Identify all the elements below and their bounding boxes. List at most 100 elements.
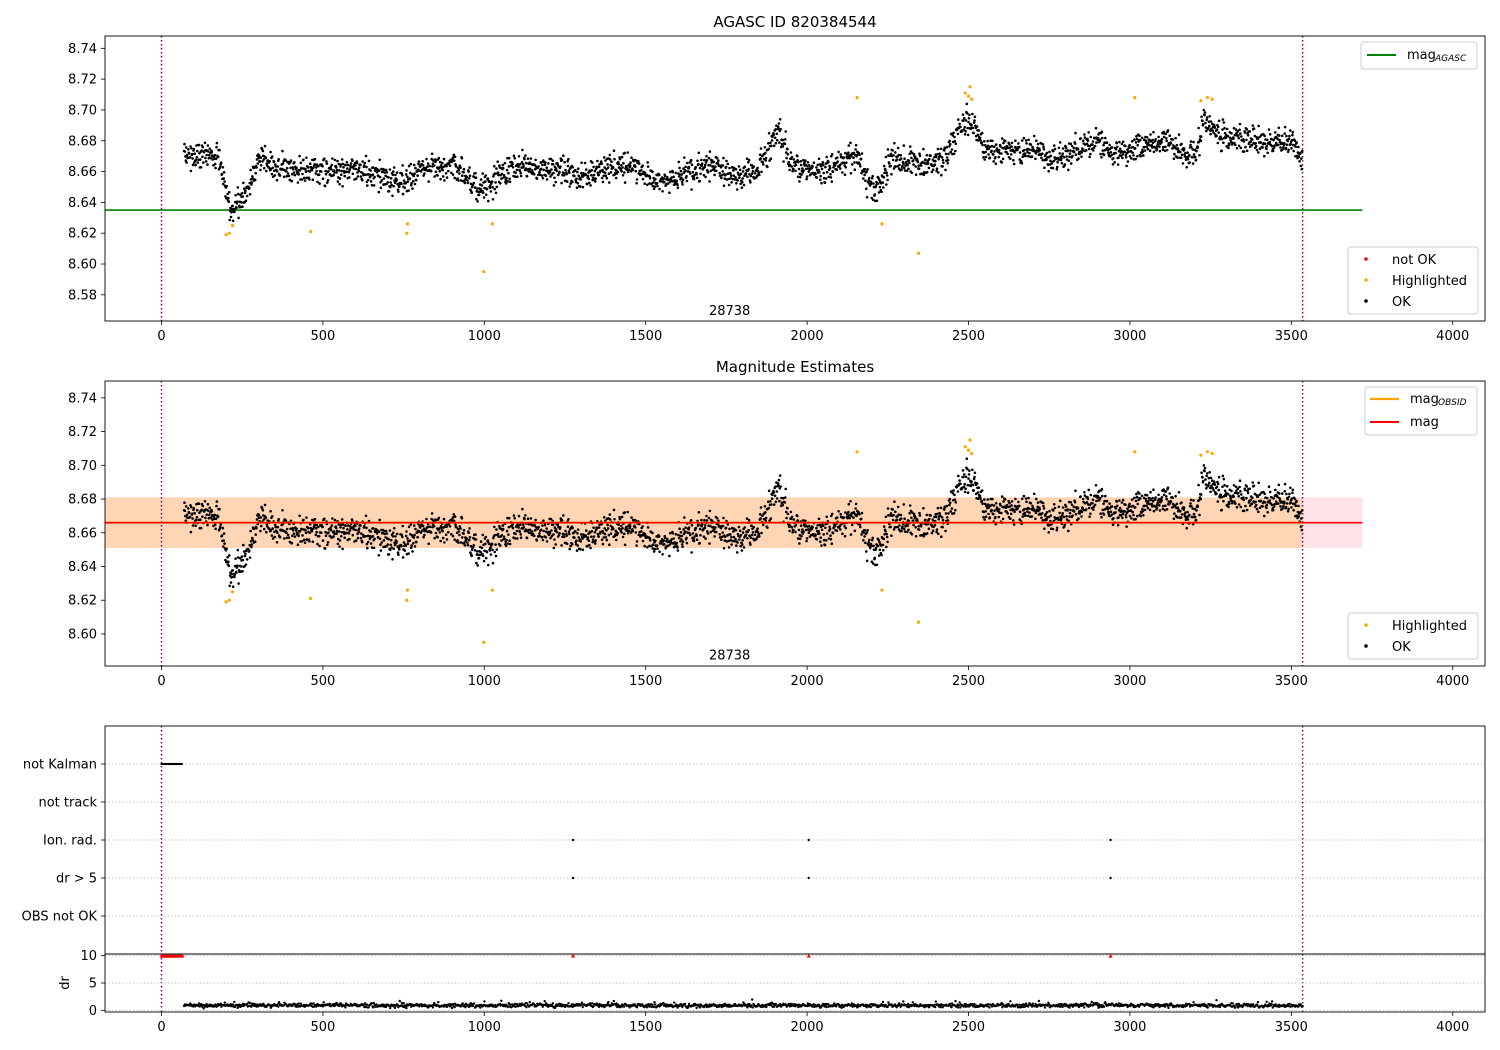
ok-point xyxy=(241,205,244,208)
ok-point xyxy=(897,153,900,157)
ok-point xyxy=(481,554,485,558)
ok-point xyxy=(1237,144,1241,148)
ok-point xyxy=(635,544,638,547)
ok-point xyxy=(704,161,708,164)
ok-point xyxy=(351,533,355,537)
ok-point xyxy=(1259,141,1263,144)
ok-point xyxy=(709,164,712,167)
ok-point xyxy=(1227,146,1230,150)
ok-point xyxy=(666,537,669,541)
ok-point xyxy=(378,537,382,541)
ok-point xyxy=(494,543,497,546)
ok-point xyxy=(960,487,964,490)
ok-point xyxy=(438,527,441,530)
y-tick-label: 8.68 xyxy=(68,134,97,149)
ok-point xyxy=(406,175,409,178)
ok-point xyxy=(529,517,533,520)
highlighted-point xyxy=(1133,96,1137,100)
ok-point xyxy=(194,158,198,162)
ok-point xyxy=(818,171,821,174)
ok-point xyxy=(1110,513,1113,516)
ok-point xyxy=(767,142,770,145)
ok-point xyxy=(1199,139,1203,142)
ok-point xyxy=(454,523,457,527)
ok-point xyxy=(233,573,237,576)
ok-point xyxy=(634,519,638,523)
ok-point xyxy=(1127,150,1130,154)
ok-point xyxy=(1104,136,1107,140)
highlighted-point xyxy=(970,97,974,101)
ok-point xyxy=(1238,122,1242,126)
ok-point xyxy=(214,166,217,170)
ok-point xyxy=(698,179,701,183)
ok-point xyxy=(1014,139,1017,142)
ok-point xyxy=(1219,135,1223,139)
ok-point xyxy=(304,531,308,535)
ok-point xyxy=(822,533,825,536)
ok-point xyxy=(233,575,236,579)
ok-point xyxy=(592,535,596,538)
ok-point xyxy=(248,556,252,559)
ok-point xyxy=(1089,512,1092,515)
ok-point xyxy=(195,156,199,159)
ok-point xyxy=(905,169,909,172)
ok-point xyxy=(967,473,971,476)
ok-point xyxy=(877,554,881,557)
ok-point xyxy=(729,177,733,180)
ok-point xyxy=(398,548,401,551)
ok-point xyxy=(580,161,583,164)
ok-point xyxy=(902,162,905,165)
ok-point xyxy=(962,485,966,489)
ok-point xyxy=(941,525,944,529)
ok-point xyxy=(375,532,379,535)
ok-point xyxy=(777,122,781,125)
ok-point xyxy=(1199,135,1203,138)
ok-point xyxy=(836,160,839,163)
ok-point xyxy=(226,192,229,196)
ok-point xyxy=(1052,149,1055,153)
ok-point xyxy=(926,162,930,165)
ok-point xyxy=(796,514,799,518)
ok-point xyxy=(447,161,451,165)
ok-point xyxy=(393,181,397,185)
ok-point xyxy=(287,536,291,539)
ok-point xyxy=(945,516,949,519)
ok-point xyxy=(363,161,367,165)
ok-point xyxy=(389,538,393,542)
ok-point xyxy=(494,191,498,195)
ok-point xyxy=(500,539,503,542)
ok-point xyxy=(272,160,276,164)
ok-point xyxy=(244,552,247,556)
ok-point xyxy=(338,182,341,186)
ok-point xyxy=(1013,151,1016,154)
ok-point xyxy=(772,133,776,137)
ok-point xyxy=(275,178,279,182)
ok-point xyxy=(1111,163,1115,166)
ok-point xyxy=(593,169,597,173)
ok-point xyxy=(596,159,599,163)
highlighted-point xyxy=(405,231,409,235)
ok-point xyxy=(687,165,691,169)
ok-point xyxy=(717,159,720,162)
ok-point xyxy=(271,537,275,540)
ok-point xyxy=(240,555,244,558)
ok-point xyxy=(725,159,728,163)
ok-point xyxy=(608,153,612,157)
ok-point xyxy=(248,181,251,185)
highlighted-point xyxy=(230,223,235,228)
ok-point xyxy=(1173,152,1176,156)
ok-point xyxy=(910,516,913,520)
ok-point xyxy=(519,171,522,175)
ok-point xyxy=(366,546,369,550)
ok-point xyxy=(704,537,707,540)
ok-point xyxy=(392,170,395,173)
ok-point xyxy=(249,168,252,172)
ok-point xyxy=(1155,147,1159,150)
ok-point xyxy=(256,162,260,165)
ok-point xyxy=(835,529,839,532)
ok-point xyxy=(501,524,505,527)
ok-point xyxy=(466,179,469,182)
ok-point xyxy=(907,167,910,171)
ok-point xyxy=(576,181,580,185)
